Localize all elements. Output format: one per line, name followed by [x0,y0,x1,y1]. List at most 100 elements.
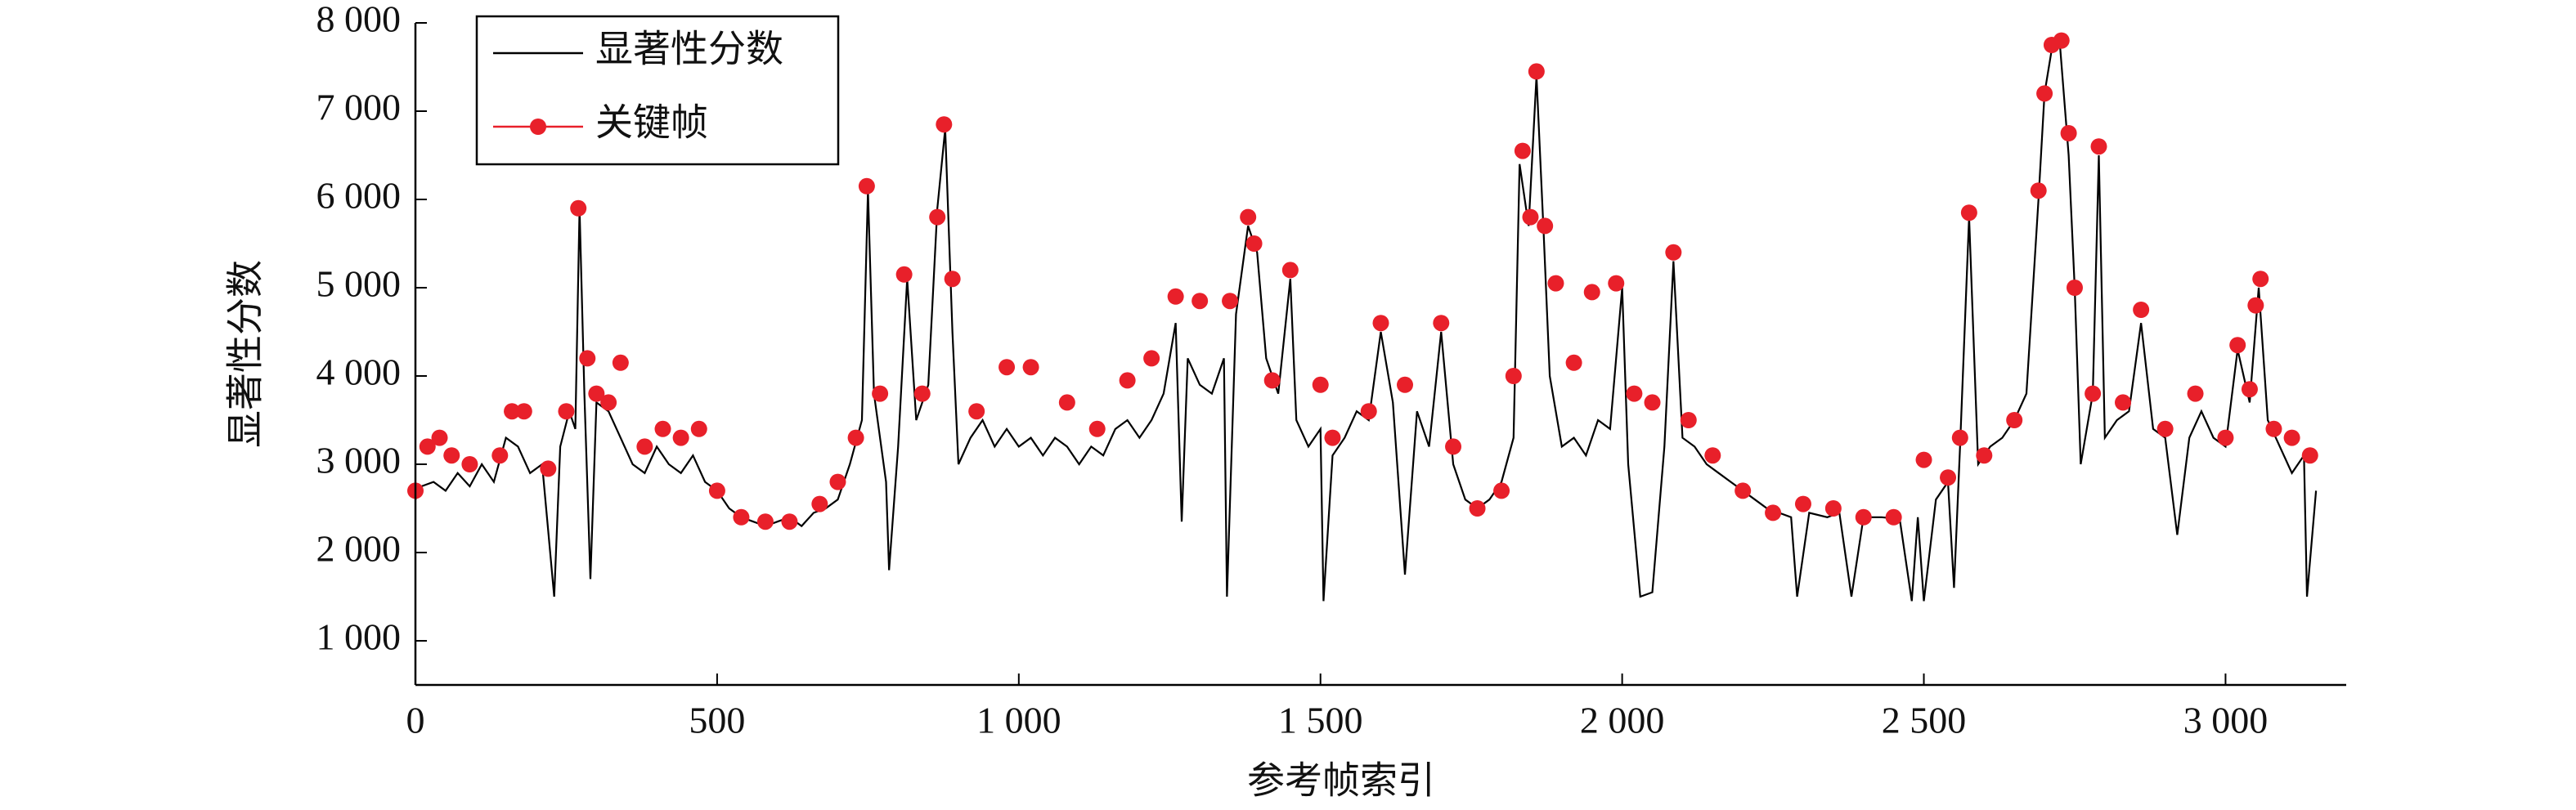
x-tick-label: 0 [406,700,425,741]
keyframe-marker [1951,429,1968,446]
keyframe-marker [1665,244,1682,261]
keyframe-marker [1222,293,1239,310]
keyframe-marker [936,116,953,133]
keyframe-marker [1547,275,1564,292]
keyframe-marker [1940,469,1957,486]
keyframe-marker [858,177,875,195]
keyframe-marker [1245,235,1263,252]
x-tick-label: 3 000 [2183,700,2269,741]
legend-box [475,15,840,166]
keyframe-marker [558,403,575,420]
legend-label: 显著性分数 [595,29,783,70]
keyframe-marker [504,403,521,420]
keyframe-marker [2156,420,2174,437]
keyframe-marker [1824,500,1842,517]
keyframe-marker [1583,284,1600,301]
keyframe-marker [2241,381,2258,398]
keyframe-marker [570,199,587,217]
keyframe-marker [1626,385,1643,402]
keyframe-marker [1855,508,1872,526]
keyframe-marker [2229,337,2246,354]
keyframe-marker [491,447,509,464]
keyframe-marker [847,429,864,446]
keyframe-marker [1167,288,1184,305]
keyframe-marker [690,420,707,437]
keyframe-marker [708,482,725,499]
keyframe-marker [431,429,448,446]
keyframe-marker [1397,376,1414,393]
y-tick-label: 1 000 [316,616,402,658]
keyframe-marker [1088,420,1106,437]
keyframe-marker [1143,350,1160,367]
keyframe-marker [811,495,828,512]
keyframe-marker [1505,368,1522,384]
keyframe-marker [600,394,617,411]
keyframe-marker [872,385,889,402]
keyframe-marker [1960,204,1977,222]
x-tick-label: 1 000 [976,700,1061,741]
keyframe-marker [419,438,436,455]
keyframe-marker [1281,262,1299,279]
keyframe-marker [588,385,605,402]
keyframe-marker [1885,508,1902,526]
keyframe-marker [1537,217,1554,235]
keyframe-marker [2265,420,2282,437]
keyframe-marker [1493,482,1510,499]
legend-label: 关键帧 [595,102,708,144]
keyframe-marker [1735,482,1752,499]
y-tick-label: 5 000 [316,263,402,305]
keyframe-marker [2115,394,2132,411]
keyframe-marker [579,350,596,367]
y-axis-label: 显著性分数 [225,260,267,448]
keyframe-marker [1680,412,1697,428]
keyframe-marker [2090,138,2107,155]
keyframe-marker [2283,429,2300,446]
y-tick-label: 7 000 [316,87,402,128]
keyframe-marker [1119,372,1136,389]
keyframe-marker [1263,372,1281,389]
keyframe-marker [944,271,961,288]
keyframe-marker [1915,451,1932,468]
x-tick-label: 2 000 [1580,700,1665,741]
y-tick-label: 3 000 [316,440,402,481]
keyframe-marker [1608,275,1625,292]
keyframe-marker [1514,142,1531,159]
keyframe-marker [929,208,946,226]
keyframe-marker [1528,63,1545,80]
keyframe-marker [515,403,532,420]
keyframe-marker [2066,280,2083,296]
y-tick-label: 6 000 [316,175,402,217]
keyframe-marker [1704,447,1721,464]
keyframe-marker [461,456,478,472]
keyframe-marker [999,359,1016,376]
keyframe-marker [733,508,750,526]
keyframe-marker [1644,394,1661,411]
keyframe-marker [781,513,798,530]
keyframe-marker [756,513,774,530]
keyframe-marker [1445,438,1462,455]
keyframe-marker [1240,208,1257,226]
keyframe-marker [2030,182,2047,199]
keyframe-marker [636,438,653,455]
keyframe-marker [968,403,985,420]
keyframe-marker [2301,447,2318,464]
keyframe-marker [829,473,846,490]
keyframe-marker [654,420,671,437]
keyframe-marker [1765,504,1782,521]
keyframe-marker [612,354,629,371]
y-tick-label: 2 000 [316,528,402,570]
keyframe-marker [2133,302,2150,318]
keyframe-marker [1794,495,1811,512]
legend-marker [530,119,546,135]
keyframe-marker [2247,297,2264,314]
x-tick-label: 2 500 [1882,700,1967,741]
keyframe-marker [2085,385,2102,402]
keyframe-marker [1312,376,1329,393]
keyframe-marker [2006,412,2023,428]
y-tick-label: 8 000 [316,0,402,40]
x-tick-label: 1 500 [1278,700,1363,741]
keyframe-marker [2060,125,2077,141]
keyframe-marker [1372,315,1389,332]
keyframe-marker [2217,429,2234,446]
